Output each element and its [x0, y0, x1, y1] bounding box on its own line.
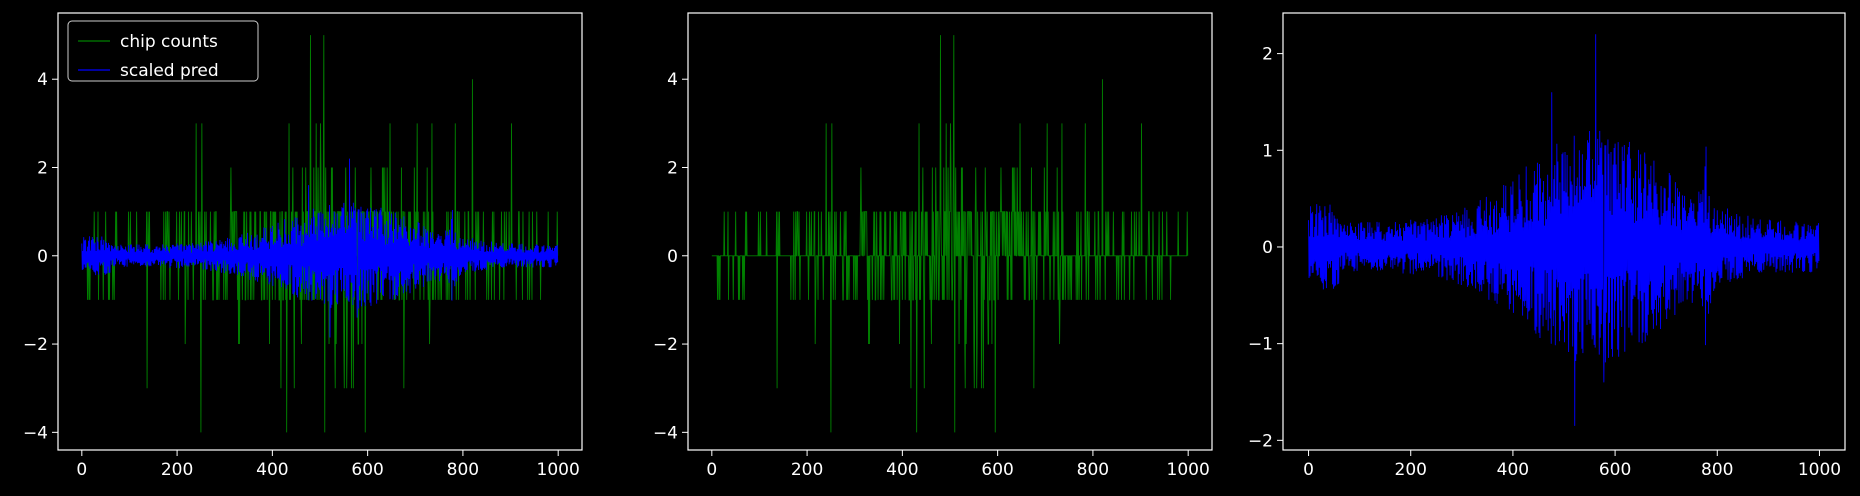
- x-tick-label: 400: [886, 460, 918, 480]
- x-tick-label: 400: [256, 460, 288, 480]
- series-line-count-spikes: [711, 35, 1189, 433]
- x-tick-label: 800: [1077, 460, 1109, 480]
- x-tick-label: 0: [1303, 460, 1314, 480]
- axes-frame: [57, 12, 583, 451]
- y-tick-label: 4: [37, 70, 48, 90]
- y-tick-label: 0: [1262, 238, 1273, 258]
- series-line-chip-counts: [81, 35, 559, 433]
- y-tick-label: −1: [1248, 335, 1273, 355]
- legend-label: chip counts: [120, 32, 218, 52]
- plot-area: [711, 35, 1189, 433]
- plot-area: [81, 35, 559, 433]
- y-tick-label: 1: [1262, 141, 1273, 161]
- axes-3: 0 200 400 600 800 1000 −2 −1 0 1 2: [1248, 12, 1846, 480]
- y-tick-label: −2: [653, 335, 678, 355]
- y-tick-label: 2: [37, 158, 48, 178]
- axes-2: 0 200 400 600 800 1000 −4 −2 0 2 4: [653, 12, 1213, 480]
- x-tick-label: 200: [161, 460, 193, 480]
- legend: chip counts scaled pred: [67, 20, 259, 82]
- plot-area: [1308, 34, 1820, 426]
- x-tick-label: 1000: [537, 460, 580, 480]
- y-tick-label: 2: [667, 158, 678, 178]
- legend-label: scaled pred: [120, 61, 219, 81]
- x-tick-label: 0: [76, 460, 87, 480]
- y-tick-label: 2: [1262, 45, 1273, 65]
- x-tick-label: 1000: [1798, 460, 1841, 480]
- x-tick-label: 0: [706, 460, 717, 480]
- x-tick-label: 1000: [1167, 460, 1210, 480]
- y-tick-label: −2: [23, 335, 48, 355]
- y-tick-label: 0: [37, 247, 48, 267]
- x-tick-label: 600: [1599, 460, 1631, 480]
- y-tick-label: 4: [667, 70, 678, 90]
- x-tick-label: 400: [1497, 460, 1529, 480]
- x-tick-label: 200: [1395, 460, 1427, 480]
- x-tick-label: 800: [1701, 460, 1733, 480]
- axes-1: 0 200 400 600 800 1000 −4 −2 0 2 4 chip counts scale…: [23, 12, 583, 480]
- axes-frame: [687, 12, 1213, 451]
- x-tick-label: 200: [791, 460, 823, 480]
- x-tick-label: 600: [351, 460, 383, 480]
- x-tick-label: 600: [981, 460, 1013, 480]
- y-tick-label: −4: [23, 423, 48, 443]
- series-line-scaled-pred: [81, 158, 559, 338]
- axes-frame: [1282, 12, 1846, 451]
- series-line-symmetric-envelope: [1308, 34, 1820, 426]
- x-tick-label: 800: [447, 460, 479, 480]
- legend-frame: [67, 20, 259, 82]
- y-tick-label: −2: [1248, 431, 1273, 451]
- y-tick-label: 0: [667, 247, 678, 267]
- y-tick-label: −4: [653, 423, 678, 443]
